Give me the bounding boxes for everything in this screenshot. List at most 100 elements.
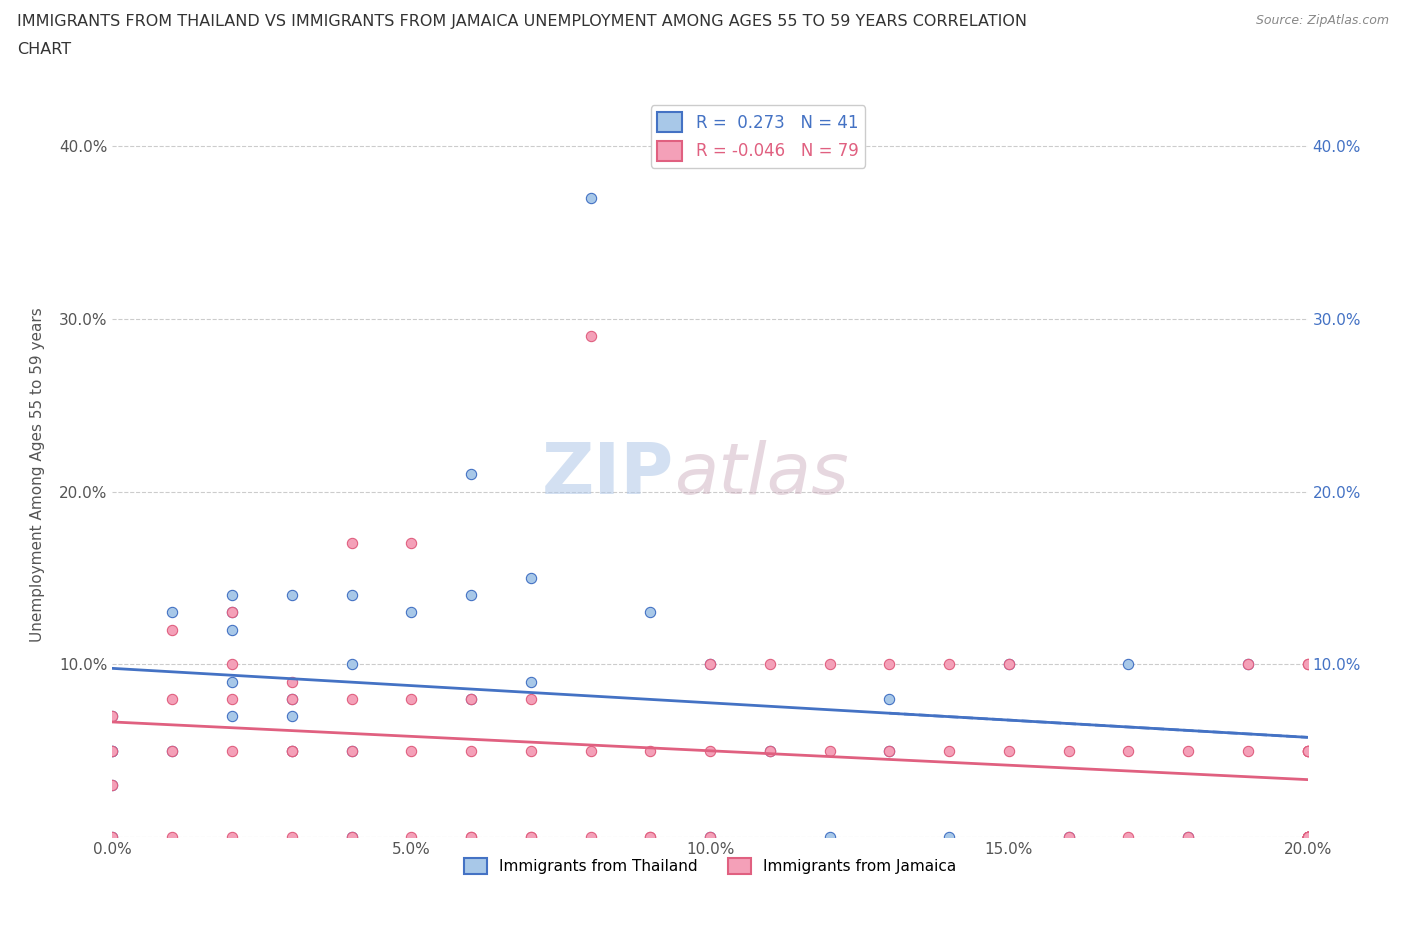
Point <box>699 657 721 671</box>
Legend: Immigrants from Thailand, Immigrants from Jamaica: Immigrants from Thailand, Immigrants fro… <box>457 852 963 880</box>
Point <box>1177 830 1199 844</box>
Point <box>221 588 243 603</box>
Point <box>101 709 124 724</box>
Point <box>1118 657 1140 671</box>
Point <box>281 709 304 724</box>
Point <box>1057 830 1080 844</box>
Point <box>998 657 1021 671</box>
Point <box>162 605 183 620</box>
Point <box>879 691 901 706</box>
Point <box>101 743 124 758</box>
Point <box>699 657 721 671</box>
Point <box>1057 743 1080 758</box>
Point <box>520 830 543 844</box>
Point <box>340 657 363 671</box>
Text: CHART: CHART <box>17 42 70 57</box>
Point <box>1118 830 1140 844</box>
Point <box>281 691 304 706</box>
Point <box>759 743 782 758</box>
Point <box>1296 830 1319 844</box>
Point <box>162 622 183 637</box>
Point <box>1296 830 1319 844</box>
Point <box>401 536 423 551</box>
Point <box>1296 830 1319 844</box>
Point <box>162 691 183 706</box>
Point <box>938 743 960 758</box>
Point <box>401 830 423 844</box>
Text: ZIP: ZIP <box>541 440 675 509</box>
Point <box>640 743 662 758</box>
Point <box>520 691 543 706</box>
Point <box>221 657 243 671</box>
Point <box>1296 830 1319 844</box>
Point <box>520 570 543 585</box>
Point <box>221 830 243 844</box>
Point <box>879 657 901 671</box>
Point <box>520 830 543 844</box>
Point <box>281 743 304 758</box>
Point <box>101 743 124 758</box>
Point <box>340 691 363 706</box>
Y-axis label: Unemployment Among Ages 55 to 59 years: Unemployment Among Ages 55 to 59 years <box>31 307 45 642</box>
Text: Source: ZipAtlas.com: Source: ZipAtlas.com <box>1256 14 1389 27</box>
Point <box>1296 657 1319 671</box>
Point <box>1296 743 1319 758</box>
Point <box>1296 830 1319 844</box>
Point <box>579 743 602 758</box>
Point <box>579 328 602 343</box>
Point <box>1296 830 1319 844</box>
Text: atlas: atlas <box>675 440 849 509</box>
Point <box>1237 657 1260 671</box>
Point <box>221 743 243 758</box>
Point <box>998 743 1021 758</box>
Point <box>101 777 124 792</box>
Point <box>221 674 243 689</box>
Point <box>221 605 243 620</box>
Point <box>699 743 721 758</box>
Point <box>101 743 124 758</box>
Point <box>460 830 482 844</box>
Point <box>101 830 124 844</box>
Point <box>938 830 960 844</box>
Point <box>1296 830 1319 844</box>
Point <box>520 674 543 689</box>
Point <box>1296 743 1319 758</box>
Point <box>818 830 841 844</box>
Point <box>221 709 243 724</box>
Point <box>340 830 363 844</box>
Point <box>818 657 841 671</box>
Point <box>221 691 243 706</box>
Point <box>340 743 363 758</box>
Point <box>281 691 304 706</box>
Point <box>340 588 363 603</box>
Point <box>879 743 901 758</box>
Point <box>1296 743 1319 758</box>
Point <box>340 743 363 758</box>
Point <box>401 743 423 758</box>
Point <box>1296 830 1319 844</box>
Point <box>460 588 482 603</box>
Point <box>1177 830 1199 844</box>
Point <box>879 743 901 758</box>
Point <box>221 622 243 637</box>
Point <box>640 605 662 620</box>
Text: IMMIGRANTS FROM THAILAND VS IMMIGRANTS FROM JAMAICA UNEMPLOYMENT AMONG AGES 55 T: IMMIGRANTS FROM THAILAND VS IMMIGRANTS F… <box>17 14 1026 29</box>
Point <box>281 830 304 844</box>
Point <box>101 830 124 844</box>
Point <box>460 467 482 482</box>
Point <box>1237 657 1260 671</box>
Point <box>401 691 423 706</box>
Point <box>281 674 304 689</box>
Point <box>401 605 423 620</box>
Point <box>1296 657 1319 671</box>
Point <box>759 743 782 758</box>
Point <box>162 743 183 758</box>
Point <box>1296 830 1319 844</box>
Point <box>998 657 1021 671</box>
Point <box>162 743 183 758</box>
Point <box>1057 830 1080 844</box>
Point <box>1237 743 1260 758</box>
Point <box>938 657 960 671</box>
Point <box>101 777 124 792</box>
Point <box>340 830 363 844</box>
